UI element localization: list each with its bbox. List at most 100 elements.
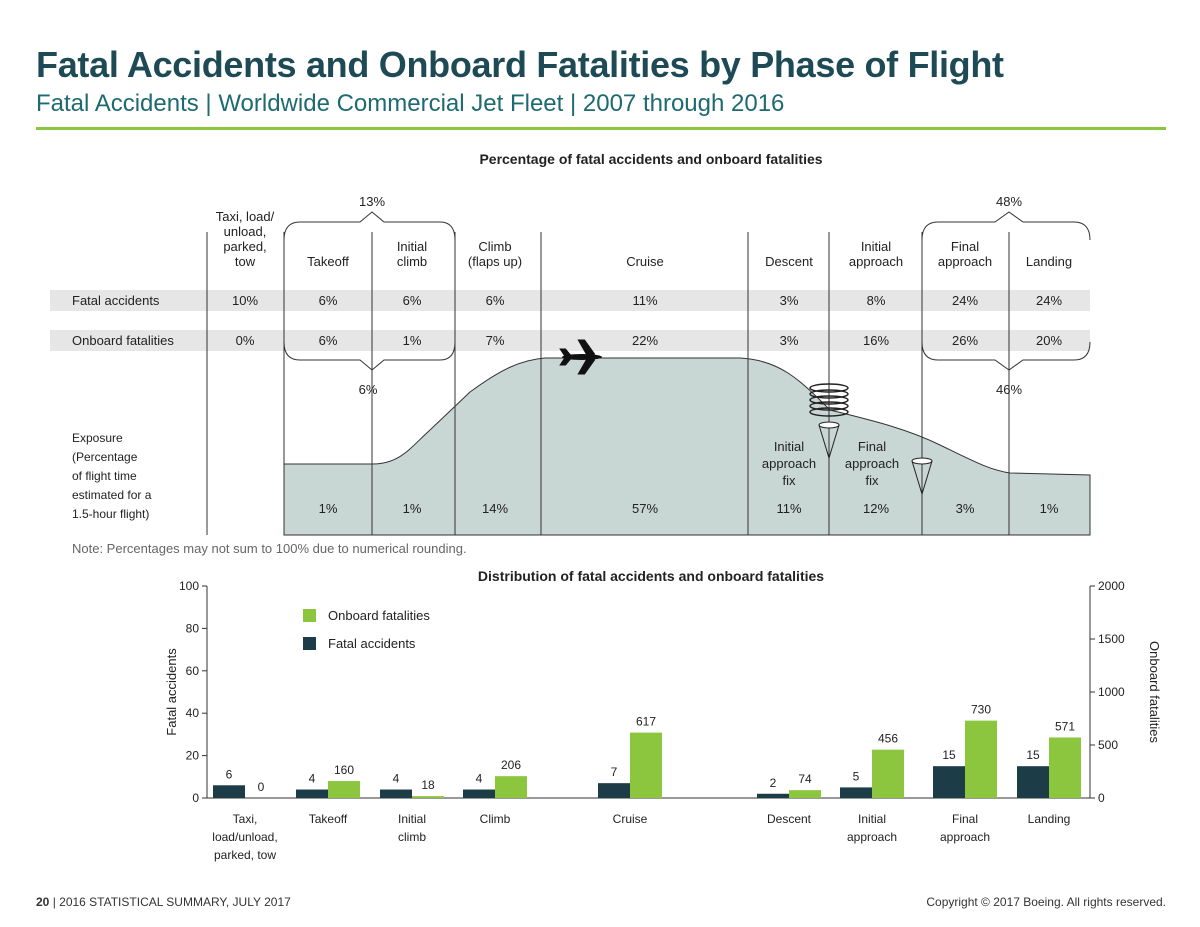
right-tick-label: 1500 [1098,632,1125,646]
onboard-fatalities-bar [328,781,360,798]
onboard-fatalities-data-label: 730 [971,703,991,717]
takeoff-group-top-bracket [283,211,456,241]
fatal-accidents-value: 11% [632,293,657,308]
left-tick-label: 0 [192,791,199,805]
right-axis-title: Onboard fatalities [1147,641,1162,743]
initial-approach-fix-icon [818,421,840,460]
onboard-fatalities-data-label: 571 [1055,719,1075,733]
onboard-fatalities-value: 7% [486,333,505,348]
onboard-fatalities-data-label: 160 [334,763,354,777]
page-number: 20 [36,895,50,909]
left-axis-title: Fatal accidents [164,648,179,736]
fatal-accidents-data-label: 5 [853,769,860,783]
fatal-accidents-value: 24% [952,293,978,308]
legend-swatch [303,609,316,622]
onboard-fatalities-value: 26% [952,333,978,348]
left-tick-label: 80 [186,621,200,635]
phase-label: Taxi, load/unload, parked, tow [216,209,275,269]
final-approach-fix-icon [911,457,933,496]
legend-swatch [303,637,316,650]
takeoff-group-fatalities: 6% [359,382,378,397]
fatal-accidents-bar [296,789,328,798]
distribution-bar-chart: Distribution of fatal accidents and onbo… [164,568,1162,862]
bar-chart-title: Distribution of fatal accidents and onbo… [478,568,824,584]
landing-group-fatalities: 46% [996,382,1022,397]
fatal-accidents-data-label: 7 [611,765,618,779]
fatal-accidents-data-label: 15 [1026,748,1040,762]
initial-approach-fix-label: Initial approach fix [762,439,816,488]
onboard-fatalities-value: 6% [319,333,338,348]
exposure-value: 12% [863,501,889,516]
left-tick-label: 40 [186,706,200,720]
fatal-accidents-band [50,290,1090,311]
fatal-accidents-value: 10% [232,293,258,308]
exposure-value: 14% [482,501,508,516]
holding-pattern-icon [809,383,849,417]
onboard-fatalities-bar [495,776,527,798]
row-label-fatal-accidents: Fatal accidents [72,293,160,308]
onboard-fatalities-bar [965,720,997,798]
phase-label: Initial approach [849,239,903,269]
onboard-fatalities-value: 3% [780,333,799,348]
fatal-accidents-value: 3% [780,293,799,308]
phase-label: Descent [765,254,813,269]
takeoff-group-bottom-bracket [283,341,456,371]
airplane-icon [559,339,602,375]
onboard-fatalities-data-label: 617 [636,715,656,729]
onboard-fatalities-data-label: 0 [258,780,265,794]
onboard-fatalities-value: 16% [863,333,889,348]
left-tick-label: 60 [186,664,200,678]
title-divider [36,127,1166,130]
right-tick-label: 500 [1098,738,1118,752]
exposure-label: Exposure (Percentage of flight time estimat… [72,431,152,521]
exposure-profile [283,357,1091,536]
onboard-fatalities-data-label: 18 [421,778,435,792]
onboard-fatalities-bar [872,749,904,798]
category-label: Cruise [613,812,648,826]
onboard-fatalities-data-label: 206 [501,758,521,772]
onboard-fatalities-band [50,330,1090,351]
fatal-accidents-data-label: 4 [309,772,316,786]
phase-label: Climb (flaps up) [468,239,522,269]
final-approach-fix-label: Final approach fix [845,439,899,488]
category-label: Descent [767,812,812,826]
exposure-value: 1% [319,501,338,516]
onboard-fatalities-bar [1049,737,1081,798]
category-label: Takeoff [309,812,348,826]
fatal-accidents-bar [380,789,412,798]
diagram-title: Percentage of fatal accidents and onboar… [479,151,822,167]
right-tick-label: 0 [1098,791,1105,805]
fatal-accidents-bar [840,787,872,798]
category-label: Climb [480,812,511,826]
onboard-fatalities-data-label: 456 [878,732,898,746]
rounding-note: Note: Percentages may not sum to 100% du… [72,541,467,556]
landing-group-bottom-bracket [921,341,1091,371]
onboard-fatalities-value: 20% [1036,333,1062,348]
fatal-accidents-bar [933,766,965,798]
fatal-accidents-data-label: 6 [226,767,233,781]
fatal-accidents-value: 24% [1036,293,1062,308]
category-label: Taxi, load/unload, parked, tow [212,812,277,862]
landing-group-accidents: 48% [996,194,1022,209]
fatal-accidents-value: 8% [867,293,886,308]
exposure-value: 1% [1040,501,1059,516]
fatal-accidents-bar [1017,766,1049,798]
left-tick-label: 20 [186,749,200,763]
right-tick-label: 2000 [1098,579,1125,593]
footer-copyright: Copyright © 2017 Boeing. All rights rese… [926,895,1166,909]
phase-label: Final approach [938,239,992,269]
footer-left: 20 | 2016 STATISTICAL SUMMARY, JULY 2017 [36,895,291,909]
fatal-accidents-value: 6% [403,293,422,308]
fatal-accidents-bar [463,789,495,798]
fatal-accidents-bar [598,783,630,798]
takeoff-group-accidents: 13% [359,194,385,209]
onboard-fatalities-bar [789,790,821,798]
onboard-fatalities-bar [412,796,444,798]
phase-of-flight-diagram: Percentage of fatal accidents and onboar… [50,151,1091,556]
onboard-fatalities-data-label: 74 [798,772,812,786]
fatal-accidents-value: 6% [319,293,338,308]
exposure-value: 57% [632,501,658,516]
phase-label: Takeoff [307,254,349,269]
category-label: Initial climb [398,812,426,844]
fatal-accidents-data-label: 2 [770,776,777,790]
